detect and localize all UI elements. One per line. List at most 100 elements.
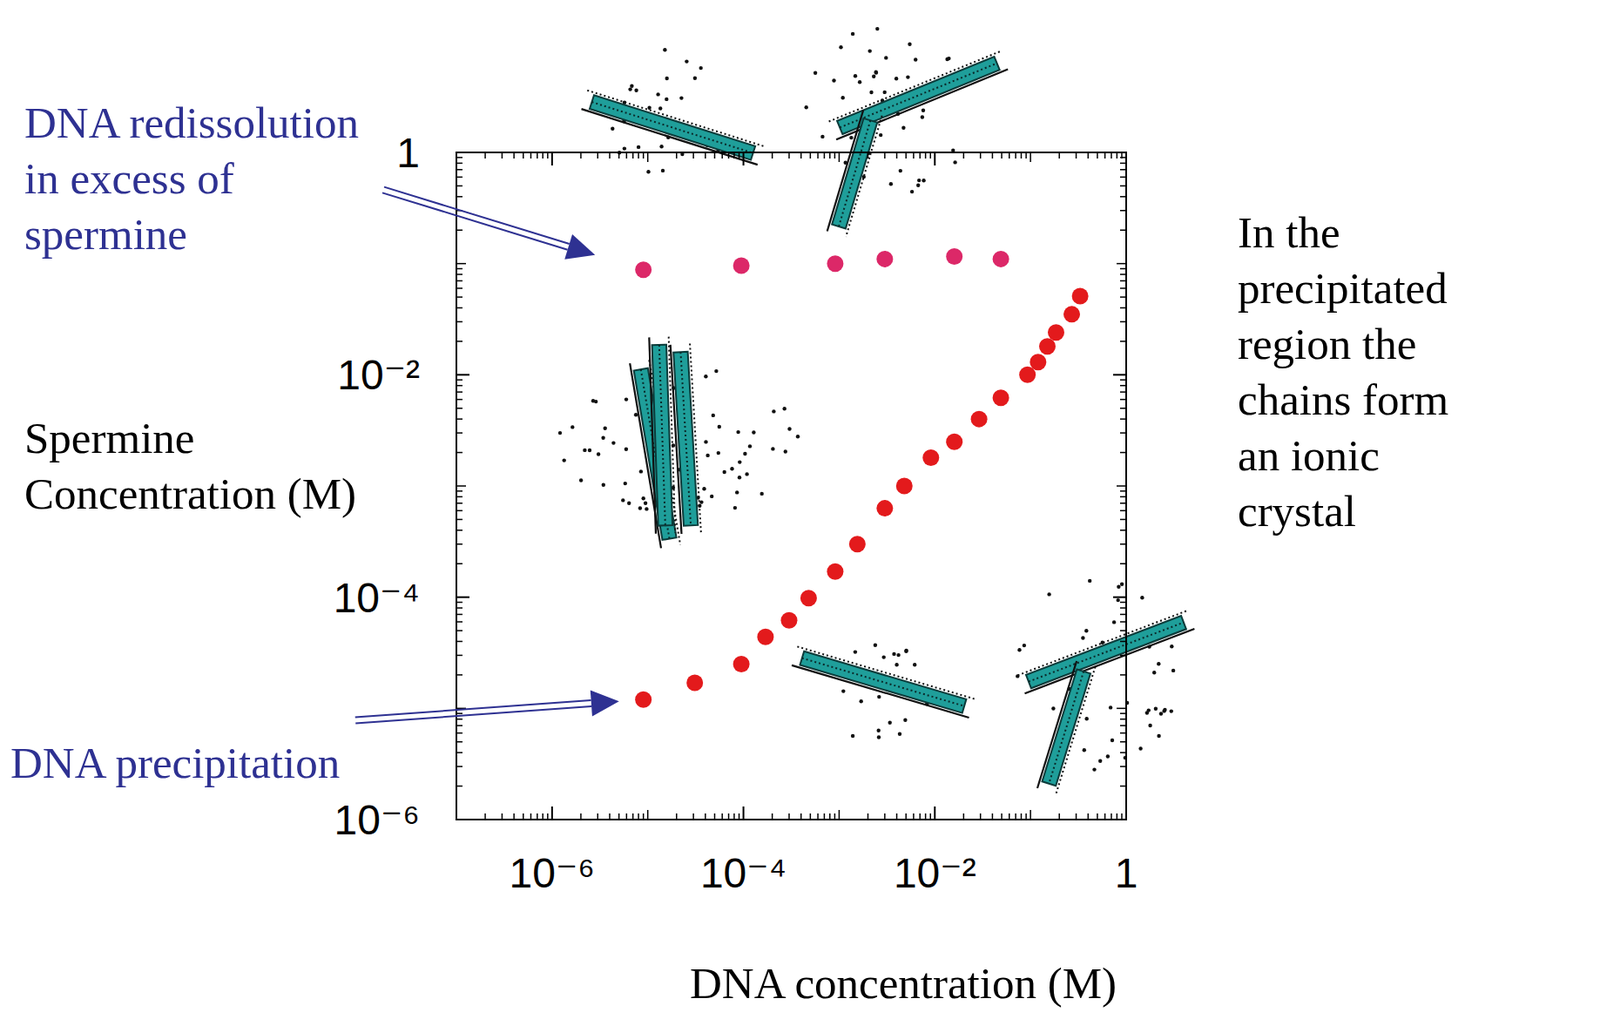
dna-rod	[1037, 661, 1096, 795]
counterion	[627, 87, 632, 91]
dna-rod	[829, 51, 1009, 140]
minor-tick	[738, 813, 741, 820]
minor-tick	[771, 813, 774, 820]
counterion	[1110, 738, 1114, 743]
minor-tick	[823, 813, 826, 820]
minor-tick	[647, 152, 649, 163]
minor-tick	[456, 543, 463, 546]
minor-tick	[1120, 176, 1127, 179]
minor-tick	[541, 152, 544, 159]
dna-rod	[827, 109, 883, 237]
counterion	[744, 472, 749, 476]
minor-tick	[456, 384, 463, 387]
counterion	[709, 494, 714, 499]
rod-body	[652, 344, 674, 527]
counterion	[714, 369, 718, 373]
series	[634, 288, 1088, 709]
y-tick	[1113, 596, 1127, 599]
minor-tick	[580, 813, 582, 820]
minor-tick	[642, 813, 645, 820]
minor-tick	[626, 813, 628, 820]
counterion	[1106, 754, 1110, 758]
minor-tick	[1120, 296, 1127, 298]
minor-tick	[1120, 496, 1127, 499]
minor-tick	[788, 813, 790, 820]
minor-tick	[816, 813, 819, 820]
minor-tick	[1120, 168, 1127, 171]
minor-tick	[930, 152, 932, 159]
minor-tick	[704, 813, 707, 820]
text-line: Concentration (M)	[24, 469, 357, 519]
minor-tick	[675, 813, 678, 820]
y-tick-label: 1	[396, 129, 420, 176]
counterion	[582, 448, 587, 453]
minor-tick	[919, 152, 922, 159]
point	[634, 261, 652, 278]
minor-tick	[1120, 195, 1127, 198]
point	[922, 449, 939, 466]
minor-tick	[536, 152, 539, 159]
counterion	[946, 56, 951, 61]
minor-tick	[1120, 765, 1127, 768]
minor-tick	[618, 813, 621, 820]
point	[733, 256, 750, 274]
counterion	[853, 74, 858, 78]
minor-tick	[1110, 152, 1113, 159]
minor-tick	[1120, 229, 1127, 231]
counterion	[904, 649, 908, 654]
minor-tick	[838, 152, 841, 163]
counterion	[1080, 635, 1085, 640]
minor-tick	[675, 152, 678, 159]
minor-tick	[456, 195, 463, 198]
counterion	[783, 406, 787, 411]
minor-tick	[1120, 732, 1127, 735]
rod-axis	[838, 120, 871, 227]
counterion	[873, 643, 878, 648]
counterion	[877, 735, 881, 739]
y-tick	[456, 818, 470, 821]
counterion	[1120, 582, 1124, 587]
counterion	[1159, 711, 1163, 716]
counterion	[952, 160, 957, 164]
y-tick	[1113, 151, 1127, 154]
minor-tick	[1000, 813, 1003, 820]
counterion	[636, 145, 641, 149]
counterion	[850, 32, 855, 36]
minor-tick	[1120, 398, 1127, 401]
counterion	[1046, 592, 1051, 596]
counterion	[813, 71, 817, 75]
point	[876, 499, 893, 517]
counterion	[888, 721, 892, 725]
point	[1019, 366, 1036, 384]
counterion	[910, 189, 914, 194]
minor-tick	[456, 452, 463, 454]
plot-frame	[456, 152, 1127, 820]
counterion	[601, 483, 606, 487]
counterion	[647, 106, 651, 110]
counterion	[659, 144, 663, 149]
minor-tick	[904, 813, 907, 820]
counterion	[579, 478, 583, 482]
minor-tick	[924, 813, 927, 820]
counterion	[624, 447, 628, 452]
counterion	[664, 97, 669, 102]
minor-tick	[721, 813, 723, 820]
minor-tick	[1014, 813, 1017, 820]
minor-tick	[692, 813, 695, 820]
text-line: In the	[1237, 208, 1341, 257]
rod-axis	[680, 351, 691, 526]
minor-tick	[456, 168, 463, 171]
minor-tick	[1020, 152, 1023, 159]
point	[826, 563, 844, 581]
minor-tick	[1120, 490, 1127, 493]
minor-tick	[1120, 510, 1127, 513]
minor-tick	[456, 229, 463, 231]
text-line: an ionic	[1237, 431, 1380, 480]
minor-tick	[992, 813, 994, 820]
minor-tick	[456, 418, 463, 420]
minor-tick	[637, 152, 640, 159]
counterion	[894, 76, 898, 81]
minor-tick	[1120, 209, 1127, 212]
minor-tick	[924, 152, 927, 159]
minor-tick	[456, 562, 463, 565]
